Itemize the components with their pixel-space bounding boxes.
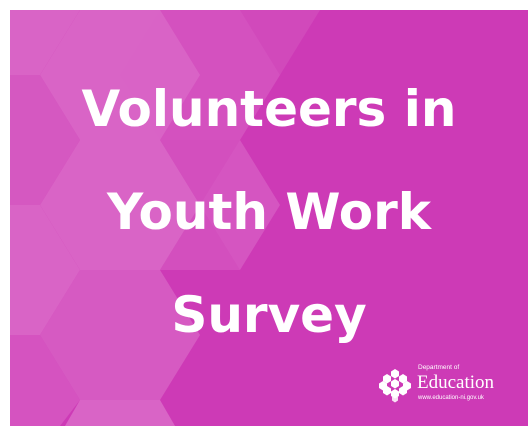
department-of-education-logo: Department of Education www.education-ni…	[378, 362, 528, 412]
logo-department-of-text: Department of	[418, 364, 460, 371]
survey-banner: Volunteers in Youth Work Survey Departme…	[10, 10, 528, 426]
title-line-3: Survey	[171, 286, 367, 344]
title-line-2: Youth Work	[106, 183, 432, 241]
hexagon-cluster-icon	[379, 369, 411, 403]
survey-title: Volunteers in Youth Work Survey	[10, 58, 528, 367]
hexagon-pattern-background	[10, 10, 320, 426]
title-line-1: Volunteers in	[81, 80, 457, 138]
logo-website-url: www.education-ni.gov.uk	[418, 395, 484, 401]
logo-education-text: Education	[417, 372, 495, 393]
